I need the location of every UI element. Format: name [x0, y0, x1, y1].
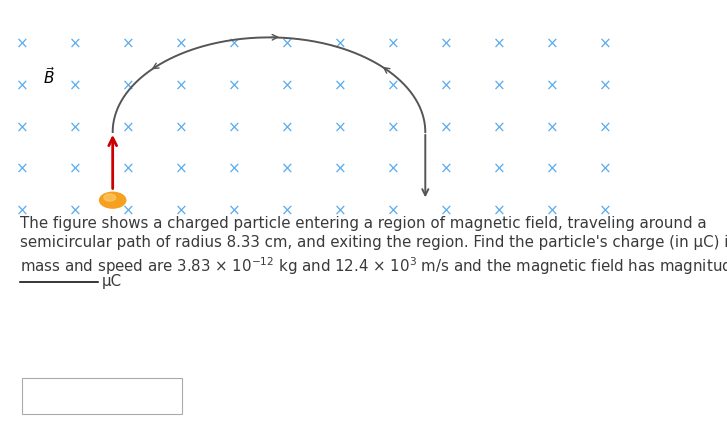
Text: ×: ×: [15, 120, 28, 135]
Text: $\vec{B}$: $\vec{B}$: [43, 66, 56, 88]
Text: ×: ×: [546, 204, 559, 219]
Text: ×: ×: [440, 204, 453, 219]
Text: ×: ×: [121, 162, 134, 177]
Text: ×: ×: [121, 37, 134, 51]
Text: ×: ×: [121, 78, 134, 93]
Text: ×: ×: [440, 162, 453, 177]
Text: ×: ×: [334, 37, 347, 51]
Text: ×: ×: [334, 120, 347, 135]
Text: ×: ×: [599, 162, 612, 177]
Text: ×: ×: [599, 120, 612, 135]
Text: ×: ×: [334, 162, 347, 177]
Text: ×: ×: [174, 120, 188, 135]
Text: ×: ×: [68, 78, 81, 93]
Text: ×: ×: [68, 162, 81, 177]
Text: ×: ×: [387, 162, 400, 177]
Text: ×: ×: [121, 204, 134, 219]
Text: ×: ×: [15, 204, 28, 219]
Text: ×: ×: [387, 78, 400, 93]
Circle shape: [100, 192, 126, 208]
Text: ×: ×: [228, 37, 241, 51]
Text: The figure shows a charged particle entering a region of magnetic field, traveli: The figure shows a charged particle ente…: [20, 216, 706, 231]
Text: ×: ×: [68, 120, 81, 135]
Text: ×: ×: [387, 120, 400, 135]
Text: ×: ×: [281, 37, 294, 51]
Text: ×: ×: [281, 162, 294, 177]
Text: ×: ×: [599, 204, 612, 219]
Text: ×: ×: [228, 120, 241, 135]
Text: ×: ×: [174, 37, 188, 51]
Text: ×: ×: [281, 78, 294, 93]
Text: ×: ×: [493, 78, 506, 93]
Text: ×: ×: [440, 37, 453, 51]
Text: ×: ×: [228, 162, 241, 177]
Text: ×: ×: [546, 120, 559, 135]
Bar: [22, 378, 182, 414]
Text: semicircular path of radius 8.33 cm, and exiting the region. Find the particle's: semicircular path of radius 8.33 cm, and…: [20, 235, 727, 250]
Text: ×: ×: [599, 78, 612, 93]
Text: ×: ×: [281, 120, 294, 135]
Text: ×: ×: [493, 120, 506, 135]
Text: ×: ×: [15, 37, 28, 51]
Text: ×: ×: [387, 37, 400, 51]
Text: ×: ×: [15, 162, 28, 177]
Text: ×: ×: [174, 162, 188, 177]
Text: ×: ×: [15, 78, 28, 93]
Text: ×: ×: [493, 37, 506, 51]
Text: μC: μC: [102, 274, 122, 289]
Text: ×: ×: [334, 78, 347, 93]
Text: ×: ×: [334, 204, 347, 219]
Text: ×: ×: [493, 204, 506, 219]
Text: ×: ×: [228, 78, 241, 93]
Text: ×: ×: [174, 78, 188, 93]
Text: ×: ×: [546, 162, 559, 177]
Text: ×: ×: [493, 162, 506, 177]
Text: mass and speed are 3.83 $\times$ 10$^{-12}$ kg and 12.4 $\times$ 10$^{3}$ m/s an: mass and speed are 3.83 $\times$ 10$^{-1…: [20, 255, 727, 277]
Text: ×: ×: [387, 204, 400, 219]
Text: ×: ×: [440, 78, 453, 93]
Text: ×: ×: [546, 37, 559, 51]
Circle shape: [104, 194, 116, 201]
Text: ×: ×: [546, 78, 559, 93]
Text: ×: ×: [599, 37, 612, 51]
Text: ×: ×: [68, 37, 81, 51]
Text: ×: ×: [440, 120, 453, 135]
Text: ×: ×: [228, 204, 241, 219]
Text: ×: ×: [174, 204, 188, 219]
Text: ×: ×: [68, 204, 81, 219]
Text: ×: ×: [281, 204, 294, 219]
Text: ×: ×: [121, 120, 134, 135]
